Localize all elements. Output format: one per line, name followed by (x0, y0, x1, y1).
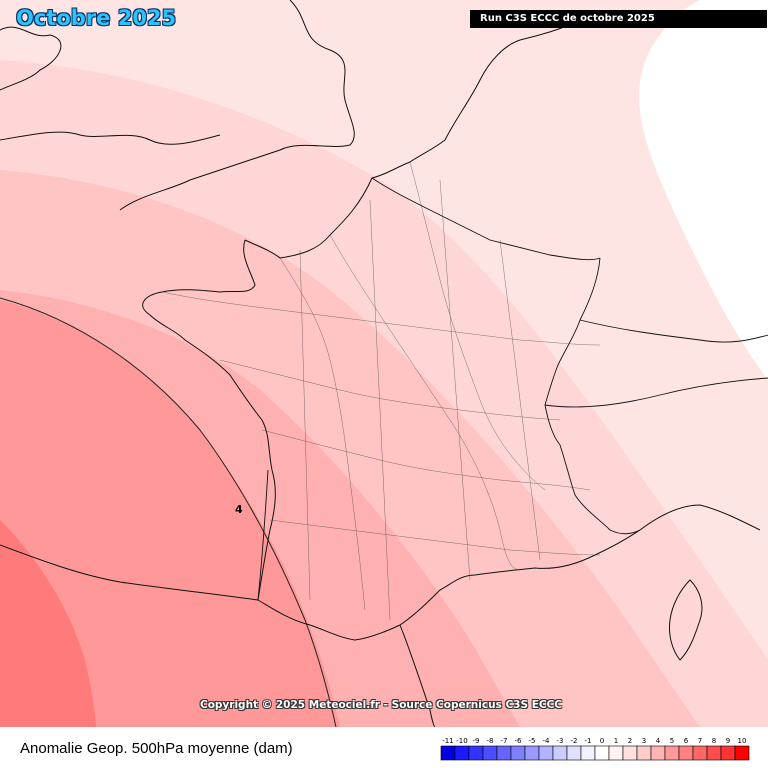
legend-swatch (706, 745, 722, 761)
legend-tick-label: -11 (442, 737, 453, 745)
legend-swatch (608, 745, 624, 761)
legend-swatch (552, 745, 568, 761)
country-borders (257, 177, 768, 601)
footer-title: Anomalie Geop. 500hPa moyenne (dam) (20, 740, 293, 757)
color-scale-legend: -11 -10 -9 -8 -7 -6 -5 -4 -3 -2 -1 0 1 2 3 4 5 6 7 8 9 10 (440, 737, 750, 761)
legend-tick-label: -2 (571, 737, 578, 745)
copyright-notice: Copyright © 2025 Meteociel.fr - Source C… (200, 699, 562, 711)
contour-line-4 (0, 297, 337, 727)
legend-swatch (510, 745, 526, 761)
legend-swatch (482, 745, 498, 761)
legend-tick-label: -10 (456, 737, 467, 745)
legend-tick-label: -9 (473, 737, 480, 745)
anomaly-band-6 (0, 300, 340, 727)
legend-swatch (720, 745, 736, 761)
legend-tick-label: -1 (585, 737, 592, 745)
legend-swatch (496, 745, 512, 761)
legend-swatch (594, 745, 610, 761)
anomaly-map (0, 0, 768, 727)
legend-swatch (440, 745, 456, 761)
run-label: Run C3S ECCC de octobre 2025 (470, 10, 767, 28)
legend-swatch (636, 745, 652, 761)
legend-tick-label: -3 (557, 737, 564, 745)
coastlines (0, 0, 761, 727)
anomaly-band-7 (0, 520, 96, 727)
legend-swatch (734, 745, 750, 761)
legend-tick-label: 10 (738, 737, 747, 745)
legend-tick-label: 4 (656, 737, 661, 745)
legend-tick-label: 8 (712, 737, 716, 745)
legend-swatch (580, 745, 596, 761)
legend-tick-label: -6 (515, 737, 523, 745)
legend-tick-label: 7 (698, 737, 702, 745)
month-title: Octobre 2025 (16, 6, 177, 30)
legend-tick-label: -7 (501, 737, 508, 745)
legend-tick-label: 3 (642, 737, 646, 745)
legend-swatch (538, 745, 554, 761)
legend-swatch (468, 745, 484, 761)
legend-tick-label: 6 (684, 737, 689, 745)
anomaly-band-zero (639, 0, 768, 380)
legend-swatch (454, 745, 470, 761)
legend-swatch (524, 745, 540, 761)
legend-swatch (664, 745, 680, 761)
legend-tick-label: -4 (543, 737, 551, 745)
legend-tick-label: 9 (726, 737, 730, 745)
legend-swatch (622, 745, 638, 761)
department-borders (161, 161, 601, 621)
legend-swatch (692, 745, 708, 761)
legend-tick-label: 5 (670, 737, 674, 745)
legend-tick-label: -5 (529, 737, 536, 745)
legend-tick-label: 0 (600, 737, 604, 745)
footer-bar: Anomalie Geop. 500hPa moyenne (dam) -11-… (0, 727, 768, 768)
legend-swatch (566, 745, 582, 761)
contour-value-label: 4 (235, 503, 243, 516)
legend-tick-label: 1 (614, 737, 618, 745)
legend-swatch (678, 745, 694, 761)
legend-swatch (650, 745, 666, 761)
legend-tick-label: -8 (487, 737, 494, 745)
legend-tick-label: 2 (628, 737, 632, 745)
